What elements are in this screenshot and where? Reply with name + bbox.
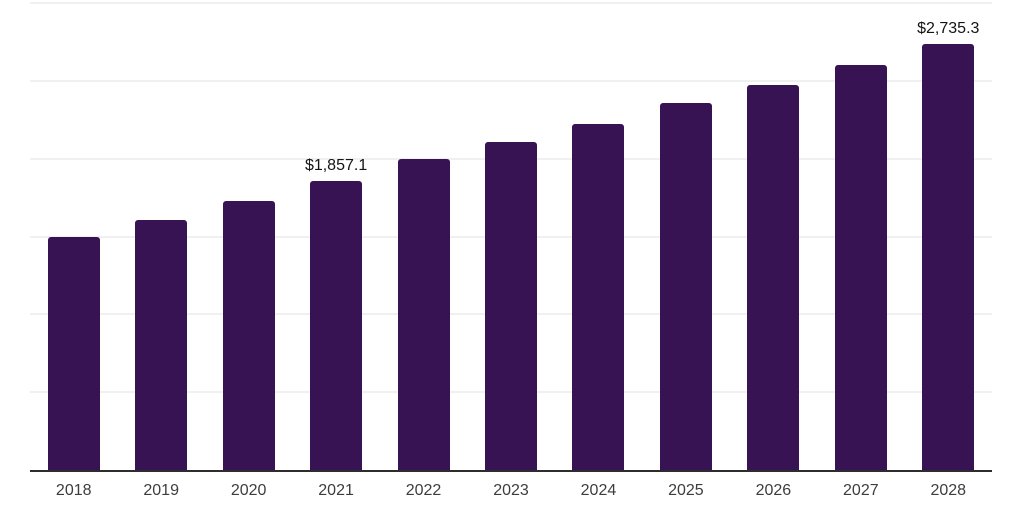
x-tick-label-2027: 2027 xyxy=(843,482,879,499)
bar-2025[interactable] xyxy=(659,103,712,470)
x-tick-label-2024: 2024 xyxy=(580,482,617,499)
gridline-3000 xyxy=(30,2,992,4)
bar-2024[interactable] xyxy=(572,123,625,470)
x-tick-label-2028: 2028 xyxy=(930,482,967,499)
bar-2028[interactable] xyxy=(922,44,975,470)
x-axis-labels: 2018 2019 2020 2021 2022 2023 2024 2025 2026 2027… xyxy=(30,481,992,505)
bar-2023[interactable] xyxy=(485,141,537,470)
bar-2026[interactable] xyxy=(747,84,800,470)
x-tick-label-2023: 2023 xyxy=(493,482,529,499)
bar-2020[interactable] xyxy=(222,200,275,470)
x-tick-label-2018: 2018 xyxy=(55,482,92,499)
x-tick-label-2022: 2022 xyxy=(405,482,442,499)
bar-2027[interactable] xyxy=(834,64,887,470)
bar-2019[interactable] xyxy=(135,220,188,470)
x-tick-label-2020: 2020 xyxy=(230,482,267,499)
bar-2021[interactable] xyxy=(310,180,363,470)
x-tick-label-2026: 2026 xyxy=(755,482,792,499)
gridline-2500 xyxy=(30,79,992,82)
bar-2022[interactable] xyxy=(397,159,450,470)
bar-2018[interactable] xyxy=(47,237,100,470)
x-tick-label-2025: 2025 xyxy=(668,482,704,499)
plot-area: $1,857.1 $2,735.3 xyxy=(30,2,992,472)
bar-value-label-2028: $2,735.3 xyxy=(917,20,980,38)
x-tick-label-2019: 2019 xyxy=(143,482,179,499)
x-tick-label-2021: 2021 xyxy=(318,482,354,499)
bar-value-label-2021: $1,857.1 xyxy=(304,156,368,174)
